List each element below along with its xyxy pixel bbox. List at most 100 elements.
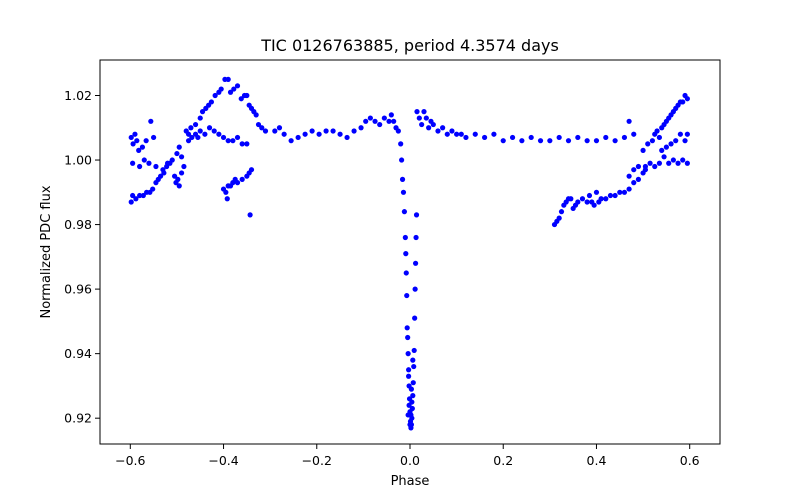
data-point — [225, 138, 231, 144]
data-point — [403, 270, 409, 276]
data-point — [663, 144, 669, 150]
data-point — [584, 199, 590, 205]
data-point — [137, 192, 143, 199]
data-point — [645, 141, 651, 147]
data-point — [401, 209, 408, 215]
data-point — [358, 125, 364, 131]
data-point — [612, 138, 618, 144]
data-point — [139, 144, 146, 150]
data-point — [224, 196, 230, 202]
data-point — [654, 128, 660, 134]
data-point — [128, 199, 134, 205]
data-point — [253, 112, 259, 118]
y-axis-ticks: 0.92 0.94 0.96 0.98 1.00 1.02 — [64, 88, 100, 426]
data-point — [586, 192, 593, 199]
data-point — [414, 109, 420, 115]
data-point — [463, 134, 469, 141]
data-point — [430, 121, 436, 128]
data-point — [626, 173, 632, 179]
data-point — [509, 134, 516, 141]
y-axis-label: Normalized PDC flux — [39, 185, 54, 318]
data-point — [136, 147, 142, 153]
data-point — [617, 189, 623, 195]
data-point — [208, 99, 215, 105]
data-point — [281, 131, 287, 137]
data-point — [649, 138, 656, 144]
data-point — [440, 125, 446, 131]
data-point — [635, 163, 642, 170]
data-point — [212, 92, 218, 99]
data-point — [377, 121, 383, 128]
data-point — [288, 138, 294, 144]
data-point — [230, 138, 236, 144]
data-point — [363, 118, 369, 124]
data-point — [556, 134, 562, 141]
data-point — [675, 160, 681, 166]
data-point — [406, 367, 412, 373]
data-point — [603, 134, 609, 141]
data-point — [603, 196, 609, 202]
data-point — [547, 138, 553, 144]
data-point — [584, 138, 590, 144]
data-point — [410, 357, 416, 363]
data-point — [176, 183, 182, 189]
data-point — [344, 134, 350, 141]
data-point — [128, 134, 134, 141]
data-point — [148, 118, 154, 124]
data-point — [141, 157, 147, 163]
data-point — [404, 325, 410, 331]
data-point — [272, 128, 278, 134]
data-point — [631, 167, 637, 173]
data-point — [575, 134, 581, 141]
data-point — [367, 115, 373, 121]
data-point — [416, 115, 422, 121]
data-point — [565, 138, 572, 144]
data-point — [130, 141, 136, 147]
data-point — [134, 138, 140, 144]
x-tick-label: 0.2 — [493, 453, 513, 468]
data-point — [621, 189, 628, 195]
data-point — [192, 131, 199, 137]
data-point — [185, 138, 192, 144]
data-point — [402, 234, 408, 241]
data-point — [403, 251, 409, 257]
data-point — [598, 196, 604, 202]
data-point — [158, 173, 164, 179]
data-point — [682, 138, 688, 144]
data-point — [680, 157, 686, 163]
data-point — [388, 112, 394, 118]
x-tick-label: −0.4 — [208, 453, 238, 468]
data-point — [458, 131, 464, 137]
data-point — [234, 180, 241, 186]
data-point — [409, 399, 415, 405]
data-point — [234, 134, 241, 141]
data-point — [481, 134, 488, 141]
data-point — [593, 189, 600, 195]
data-point — [351, 128, 357, 134]
data-point — [248, 167, 255, 173]
data-point — [239, 141, 245, 147]
data-point — [400, 189, 407, 195]
data-point — [454, 131, 460, 137]
data-point — [528, 134, 534, 141]
data-point — [276, 125, 283, 131]
data-point — [404, 292, 410, 299]
data-point — [680, 99, 686, 105]
data-point — [449, 128, 455, 134]
data-point — [412, 315, 418, 321]
data-point — [398, 141, 404, 147]
data-point — [426, 125, 432, 131]
data-point — [171, 173, 178, 179]
data-point — [607, 192, 614, 199]
data-point — [405, 351, 411, 357]
data-point — [130, 192, 136, 199]
data-point — [413, 234, 419, 241]
y-tick-label: 0.94 — [64, 346, 92, 361]
data-point — [330, 128, 336, 134]
x-tick-label: −0.6 — [115, 453, 145, 468]
data-point — [626, 118, 632, 124]
data-point — [472, 131, 478, 137]
data-point — [409, 405, 415, 412]
data-point — [421, 109, 427, 115]
data-point — [262, 128, 269, 134]
